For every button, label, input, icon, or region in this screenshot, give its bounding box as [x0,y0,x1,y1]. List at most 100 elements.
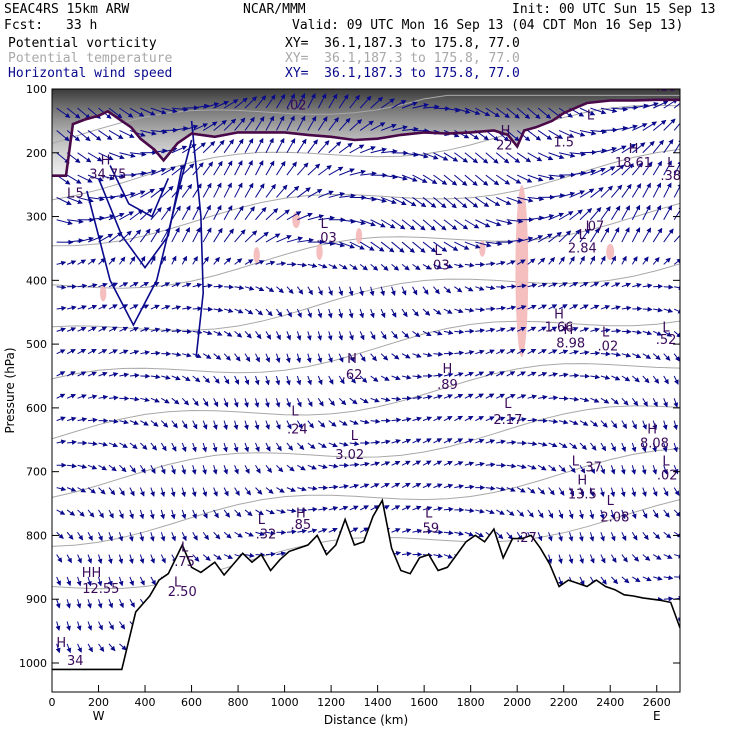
wind-vector-575 [422,308,431,316]
wind-vector-222 [495,174,511,185]
wind-vector-877 [443,416,453,422]
wind-vector-38 [454,107,471,114]
wind-vector-396 [433,241,448,252]
wind-vector-1094 [202,509,208,519]
wind-vector-175 [632,142,646,154]
wind-vector-894 [621,420,627,430]
wind-vector-310 [160,206,172,221]
wind-vector-595 [632,306,643,312]
wind-vector-729 [150,374,161,380]
wind-vector-1038 [244,487,252,496]
wind-vector-656 [642,330,653,336]
wind-vector-879 [464,415,474,422]
wind-vector-155 [422,152,439,160]
wind-vector-678 [244,353,251,363]
wind-vector-1324 [97,599,103,609]
wind-vector-338 [454,219,469,230]
wind-vector-1099 [255,509,264,516]
wind-vector-26 [328,93,338,109]
wind-vector-1445 [108,643,116,652]
wind-vector-207 [339,168,355,176]
wind-vector-1055 [422,483,432,489]
wind-vector-830 [579,397,590,403]
wind-vector-579 [464,307,475,313]
x-tick-label-1800: 1800 [457,696,485,709]
wind-vector-662 [77,348,87,355]
wind-vector-479 [673,258,680,265]
wind-vector-800 [264,398,270,408]
wind-vector-875 [422,416,433,422]
wind-vector-689 [359,353,366,362]
wind-vector-798 [244,398,249,408]
wind-vector-964 [98,464,108,471]
wind-vector-374 [202,227,212,243]
wind-vector-1061 [485,485,496,491]
field-theta-name: Potential temperature [8,51,173,66]
wind-vector-892 [600,420,608,428]
wind-vector-169 [569,151,587,157]
wind-vector-912 [181,442,187,453]
wind-vector-585 [527,304,537,310]
wind-vector-1008 [558,464,566,473]
wind-vector-368 [139,228,151,243]
wind-vector-624 [306,331,312,341]
wind-vector-134 [202,141,216,154]
wind-vector-1128 [558,509,564,519]
wind-vector-870 [370,418,381,424]
wind-vector-61 [66,130,81,142]
wind-vector-29 [359,95,372,109]
wind-vector-1139 [673,509,680,517]
wind-vector-69 [150,129,168,135]
wind-vector-201 [276,160,286,176]
wind-vector-421 [66,260,77,265]
wind-vector-115 [632,123,648,131]
wind-vector-16 [223,99,239,109]
wind-vector-803 [296,398,302,408]
wind-vector-1054 [412,483,422,489]
pv-label-41: 22 [496,139,513,154]
wind-vector-608 [140,327,150,332]
wind-vector-966 [119,464,127,473]
wind-vector-1149 [149,532,155,542]
wind-vector-1132 [599,509,605,520]
wind-vector-1121 [485,509,495,515]
wind-vector-1058 [454,484,465,490]
wind-vector-869 [360,419,370,425]
wind-vector-300 [56,219,73,226]
wind-vector-880 [475,416,485,422]
wind-vector-80 [265,115,275,131]
wind-vector-584 [517,305,527,310]
wind-vector-136 [223,139,234,154]
wind-vector-791 [171,397,180,405]
wind-vector-1253 [610,554,617,564]
wind-vector-449 [359,263,368,271]
wind-vector-748 [349,375,356,384]
wind-vector-795 [213,398,219,408]
wind-vector-52 [600,107,618,114]
wind-vector-867 [338,420,348,426]
wind-vector-298 [663,182,672,198]
wind-vector-593 [611,305,621,311]
wind-vector-1037 [234,487,240,497]
wind-vector-211 [381,174,398,180]
wind-vector-826 [538,394,548,400]
wind-vector-506 [328,286,333,296]
wind-vector-451 [380,264,389,271]
wind-vector-945 [527,441,538,447]
wind-vector-387 [339,241,355,249]
wind-vector-853 [192,420,198,430]
wind-vector-1183 [506,531,513,540]
wind-vector-265 [318,190,334,198]
wind-vector-443 [297,262,308,268]
wind-vector-956 [641,442,647,453]
wind-vector-317 [234,205,244,221]
wind-vector-620 [265,331,272,340]
wind-vector-63 [87,130,102,141]
wind-vector-208 [349,169,367,176]
wind-vector-39 [464,107,481,115]
wind-vector-188 [140,169,157,176]
wind-vector-779 [673,375,679,385]
wind-vector-453 [401,263,410,271]
wind-vector-1033 [191,487,197,497]
